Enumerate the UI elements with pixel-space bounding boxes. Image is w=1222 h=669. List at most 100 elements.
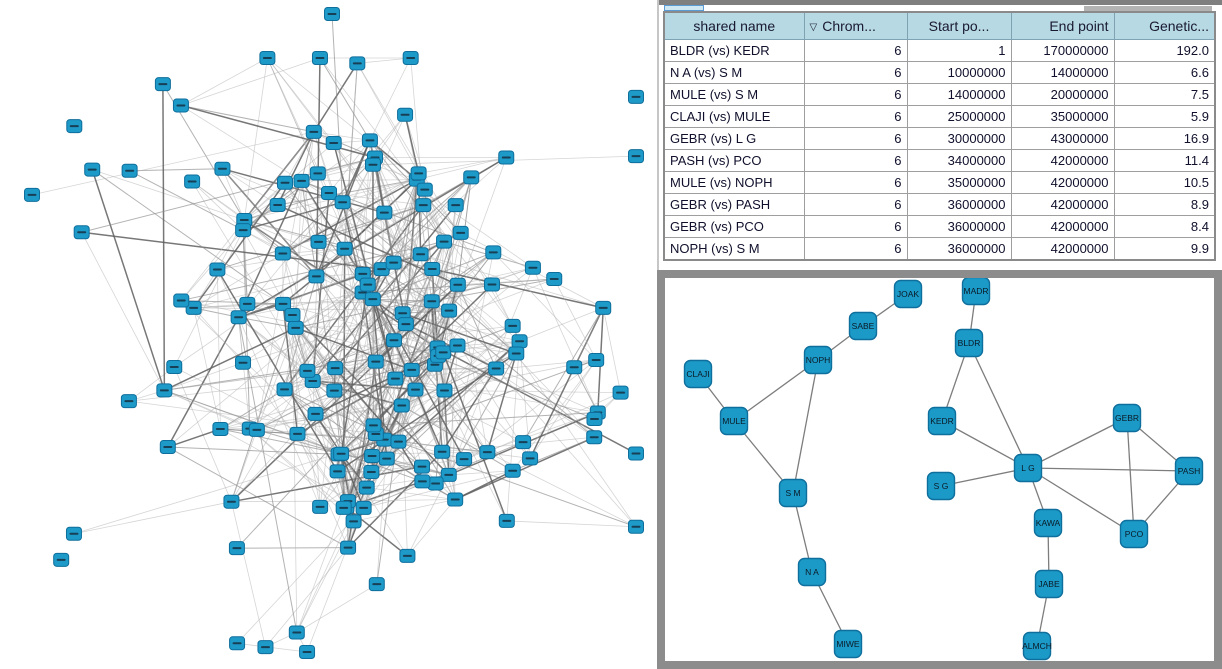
- network-node[interactable]: [449, 277, 466, 292]
- table-row[interactable]: MULE (vs) S M 6 14000000 20000000 7.5: [663, 83, 1216, 106]
- network-node[interactable]: [498, 513, 515, 528]
- network-node[interactable]: [367, 354, 384, 369]
- network-node-gebr[interactable]: GEBR: [1112, 403, 1142, 433]
- network-node-joak[interactable]: JOAK: [893, 279, 923, 309]
- network-node[interactable]: [399, 548, 416, 563]
- table-cell[interactable]: 6: [803, 171, 908, 194]
- network-node[interactable]: [434, 444, 451, 459]
- network-node[interactable]: [511, 334, 528, 349]
- network-node[interactable]: [504, 463, 521, 478]
- column-header-end-point[interactable]: End point: [1010, 11, 1115, 40]
- network-node-sabe[interactable]: SABE: [848, 311, 878, 341]
- table-cell[interactable]: 35000000: [1010, 105, 1115, 128]
- network-node[interactable]: [287, 320, 304, 335]
- network-node[interactable]: [423, 294, 440, 309]
- network-node[interactable]: [524, 260, 541, 275]
- table-cell[interactable]: 20000000: [1010, 83, 1115, 106]
- network-node[interactable]: [293, 173, 310, 188]
- network-node[interactable]: [214, 161, 231, 176]
- network-node[interactable]: [299, 645, 316, 659]
- table-cell[interactable]: CLAJI (vs) MULE: [663, 105, 805, 128]
- network-node[interactable]: [361, 133, 378, 148]
- network-node[interactable]: [378, 451, 395, 466]
- network-node-kawa[interactable]: KAWA: [1033, 508, 1063, 538]
- network-node[interactable]: [463, 170, 480, 185]
- network-node[interactable]: [229, 636, 246, 651]
- network-node[interactable]: [334, 195, 351, 210]
- table-cell[interactable]: 6: [803, 39, 908, 62]
- network-node[interactable]: [566, 360, 583, 375]
- network-node[interactable]: [355, 500, 372, 515]
- table-cell[interactable]: 16.9: [1113, 127, 1216, 150]
- table-cell[interactable]: 8.9: [1113, 193, 1216, 216]
- network-node-l-g[interactable]: L G: [1013, 453, 1043, 483]
- network-node[interactable]: [628, 519, 644, 534]
- network-node[interactable]: [73, 225, 90, 240]
- network-node[interactable]: [488, 361, 505, 376]
- network-node[interactable]: [66, 119, 83, 134]
- table-cell[interactable]: GEBR (vs) PCO: [663, 215, 805, 238]
- network-node[interactable]: [275, 296, 292, 311]
- network-node[interactable]: [390, 434, 407, 449]
- network-node[interactable]: [387, 371, 404, 386]
- network-node[interactable]: [397, 107, 414, 122]
- table-cell[interactable]: N A (vs) S M: [663, 61, 805, 84]
- table-cell[interactable]: 6: [803, 237, 908, 261]
- network-node[interactable]: [364, 157, 381, 172]
- network-node[interactable]: [479, 445, 496, 460]
- table-cell[interactable]: 6: [803, 193, 908, 216]
- network-node[interactable]: [228, 541, 245, 556]
- network-node[interactable]: [393, 398, 410, 413]
- table-cell[interactable]: 11.4: [1113, 149, 1216, 172]
- table-cell[interactable]: MULE (vs) NOPH: [663, 171, 805, 194]
- network-node[interactable]: [515, 435, 532, 450]
- horizontal-scrollbar-thumb[interactable]: [1084, 6, 1212, 11]
- network-node[interactable]: [449, 338, 466, 353]
- network-node[interactable]: [336, 241, 353, 256]
- network-node[interactable]: [436, 234, 453, 249]
- network-node[interactable]: [326, 383, 343, 398]
- network-node[interactable]: [335, 500, 352, 515]
- network-node[interactable]: [121, 163, 138, 178]
- network-node[interactable]: [230, 310, 247, 325]
- network-node[interactable]: [407, 382, 424, 397]
- network-node-bldr[interactable]: BLDR: [954, 328, 984, 358]
- table-cell[interactable]: GEBR (vs) L G: [663, 127, 805, 150]
- network-node[interactable]: [628, 149, 644, 164]
- table-row[interactable]: GEBR (vs) PASH 6 36000000 42000000 8.9: [663, 193, 1216, 216]
- column-header-start-po---[interactable]: Start po...: [906, 11, 1012, 40]
- network-node[interactable]: [485, 245, 502, 260]
- network-node-almch[interactable]: ALMCH: [1022, 631, 1052, 661]
- network-node[interactable]: [628, 89, 644, 104]
- table-cell[interactable]: 42000000: [1010, 215, 1115, 238]
- network-node[interactable]: [397, 317, 414, 332]
- network-node[interactable]: [414, 474, 431, 489]
- network-node[interactable]: [385, 255, 402, 270]
- network-node[interactable]: [223, 494, 240, 509]
- table-cell[interactable]: NOPH (vs) S M: [663, 237, 805, 261]
- network-node[interactable]: [276, 382, 293, 397]
- network-node[interactable]: [364, 448, 381, 463]
- network-node[interactable]: [159, 440, 176, 455]
- network-node[interactable]: [403, 362, 420, 377]
- network-node-madr[interactable]: MADR: [961, 278, 991, 306]
- filter-funnel-icon[interactable]: ▽: [809, 22, 818, 33]
- network-node[interactable]: [53, 552, 70, 567]
- network-node[interactable]: [312, 499, 329, 514]
- table-cell[interactable]: 42000000: [1010, 237, 1115, 261]
- network-node-jabe[interactable]: JABE: [1034, 569, 1064, 599]
- network-node[interactable]: [435, 345, 452, 360]
- network-node[interactable]: [588, 352, 605, 367]
- table-row[interactable]: GEBR (vs) PCO 6 36000000 42000000 8.4: [663, 215, 1216, 238]
- table-row[interactable]: GEBR (vs) L G 6 30000000 43000000 16.9: [663, 127, 1216, 150]
- network-node[interactable]: [259, 51, 276, 65]
- network-node-pco[interactable]: PCO: [1119, 519, 1149, 549]
- network-node[interactable]: [376, 205, 393, 220]
- table-cell[interactable]: 5.9: [1113, 105, 1216, 128]
- network-node[interactable]: [436, 383, 453, 398]
- network-node[interactable]: [184, 174, 201, 189]
- table-cell[interactable]: 36000000: [906, 237, 1012, 261]
- network-node[interactable]: [586, 430, 603, 445]
- table-row[interactable]: MULE (vs) NOPH 6 35000000 42000000 10.5: [663, 171, 1216, 194]
- network-node[interactable]: [447, 198, 464, 213]
